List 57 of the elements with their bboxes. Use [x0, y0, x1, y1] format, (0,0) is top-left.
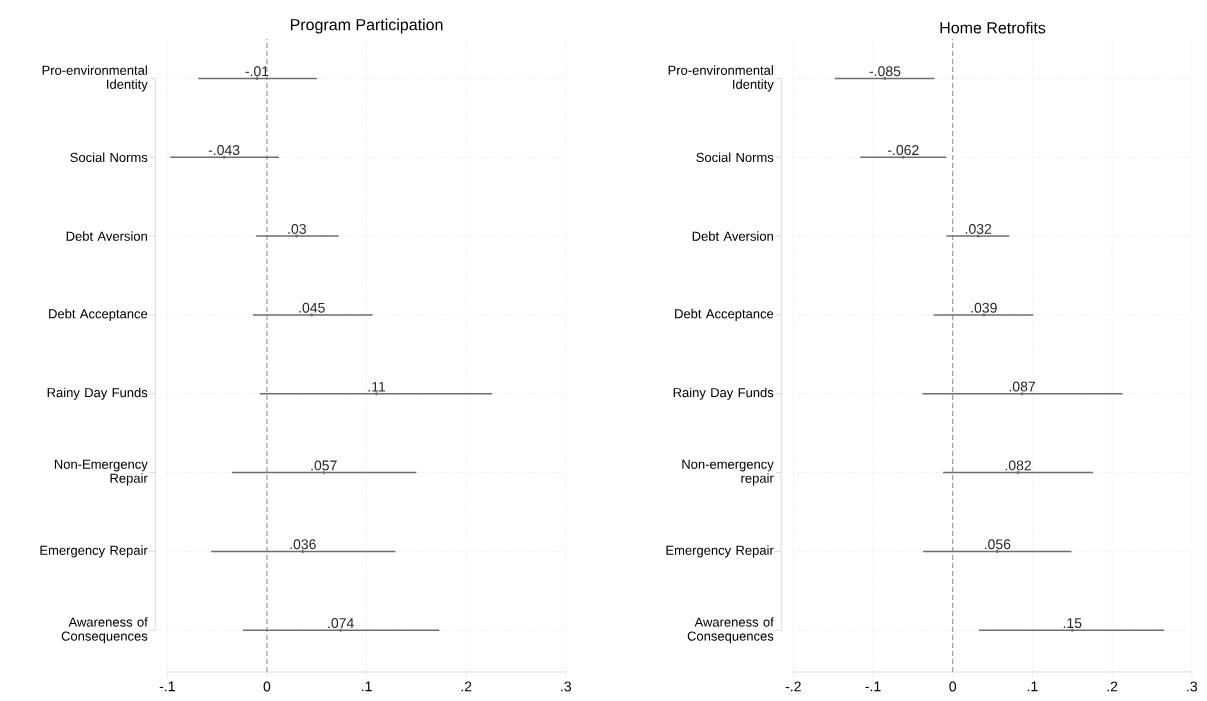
point [901, 155, 905, 159]
x-tick-label: .1 [1027, 681, 1038, 692]
data-label: .074 [328, 618, 354, 629]
point [976, 234, 980, 238]
y-tick-label: Debt Aversion [66, 231, 147, 241]
data-label: .057 [311, 460, 337, 471]
data-label: .15 [1063, 618, 1082, 629]
y-tick-label: Social Norms [70, 152, 148, 163]
x-tick-label: .2 [461, 681, 472, 692]
y-tick-label: Emergency Repair [40, 545, 148, 558]
point [375, 392, 379, 396]
point [295, 234, 299, 238]
y-tick-label: Awareness of Consequences [61, 617, 148, 644]
point [1070, 628, 1074, 632]
data-label: -.062 [887, 145, 919, 156]
y-tick-label: Rainy Day Funds [47, 387, 148, 400]
point [339, 628, 343, 632]
y-tick-label: Emergency Repair [666, 545, 774, 558]
x-tick-label: -.1 [865, 681, 881, 692]
point [982, 313, 986, 317]
y-tick-label: Non-emergency repair [682, 459, 774, 486]
point [222, 155, 226, 159]
data-label: -.043 [208, 145, 240, 156]
data-label: .082 [1005, 460, 1031, 471]
x-tick-label: 0 [263, 681, 271, 692]
x-tick-label: .3 [1187, 681, 1198, 692]
y-tick-label: Non-Emergency Repair [54, 459, 148, 486]
data-label: .087 [1009, 381, 1035, 392]
y-tick-label: Debt Acceptance [49, 308, 148, 321]
y-tick-label: Social Norms [696, 152, 774, 163]
x-tick-label: -.2 [785, 681, 801, 692]
data-label: .039 [971, 302, 997, 313]
data-label: -.085 [869, 66, 901, 77]
point [1016, 471, 1020, 475]
x-tick-label: -.1 [159, 681, 175, 692]
data-label: .056 [985, 539, 1011, 550]
point [322, 471, 326, 475]
y-tick-label: Rainy Day Funds [673, 387, 774, 400]
y-tick-label: Pro-environmental Identity [668, 65, 774, 92]
data-label: .036 [290, 539, 316, 550]
x-tick-label: .3 [561, 681, 572, 692]
data-label: .045 [299, 302, 325, 313]
chart-title: Program Participation [290, 18, 443, 34]
chart-title: Home Retrofits [940, 21, 1046, 34]
data-label: -.01 [245, 66, 269, 77]
point [1020, 392, 1024, 396]
y-tick-label: Debt Aversion [692, 231, 773, 241]
data-label: .032 [965, 223, 992, 234]
data-label: .11 [368, 381, 386, 392]
point [310, 313, 314, 317]
x-tick-label: .1 [362, 681, 372, 692]
x-tick-label: .2 [1107, 681, 1118, 692]
y-tick-label: Debt Acceptance [675, 308, 774, 321]
y-tick-label: Pro-environmental Identity [42, 65, 148, 92]
data-label: .03 [288, 223, 306, 234]
y-tick-label: Awareness of Consequences [687, 617, 774, 644]
x-tick-label: 0 [949, 681, 957, 692]
